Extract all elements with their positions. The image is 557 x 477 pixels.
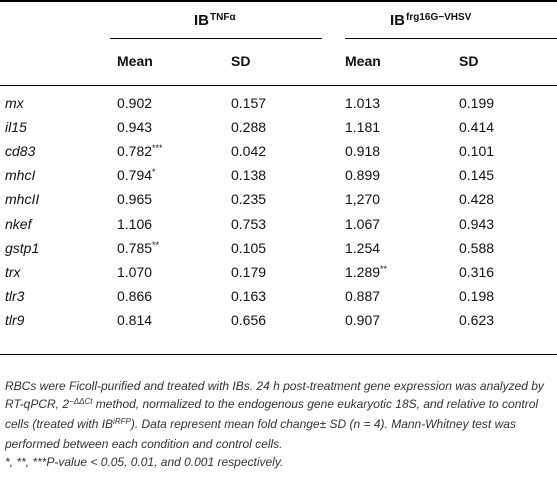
significance-marker: *: [152, 167, 156, 177]
tnf-mean-cell: 0.866: [117, 288, 153, 304]
group-header-tnf: IBTNFα: [194, 12, 236, 29]
col-header-tnf-sd: SD: [231, 53, 251, 69]
footnote-significance: *, **, ***P-value < 0.05, 0.01, and 0.00…: [5, 455, 284, 469]
tnf-sd-cell: 0.288: [231, 119, 267, 135]
gene-name: nkef: [5, 216, 32, 232]
vhsv-mean-cell: 1.067: [345, 216, 381, 232]
vhsv-sd-cell: 0.943: [459, 216, 495, 232]
table-footnote: RBCs were Ficoll-purified and treated wi…: [5, 377, 553, 471]
significance-marker: ***: [152, 143, 163, 153]
vhsv-mean-cell: 1.013: [345, 95, 381, 111]
gene-name: cd83: [5, 143, 36, 159]
col-header-vhsv-mean: Mean: [345, 53, 381, 69]
group-rule-tnf: [110, 38, 322, 39]
vhsv-sd-cell: 0.414: [459, 119, 495, 135]
significance-marker: **: [152, 240, 160, 250]
vhsv-mean-cell: 1.254: [345, 240, 381, 256]
gene-name: mx: [5, 95, 24, 111]
col-header-tnf-mean: Mean: [117, 53, 153, 69]
vhsv-sd-cell: 0.145: [459, 167, 495, 183]
vhsv-mean-cell: 0.887: [345, 288, 381, 304]
gene-name: gstp1: [5, 240, 40, 256]
gene-name: mhcII: [5, 191, 40, 207]
tnf-sd-cell: 0.656: [231, 312, 267, 328]
tnf-mean-cell: 1.106: [117, 216, 153, 232]
significance-marker: **: [380, 264, 388, 274]
vhsv-mean-cell: 1.181: [345, 119, 381, 135]
vhsv-sd-cell: 0.198: [459, 288, 495, 304]
vhsv-mean-cell: 0.918: [345, 143, 381, 159]
tnf-sd-cell: 0.105: [231, 240, 267, 256]
group-rule-vhsv: [345, 38, 557, 39]
tnf-sd-cell: 0.138: [231, 167, 267, 183]
tnf-sd-cell: 0.235: [231, 191, 267, 207]
vhsv-sd-cell: 0.101: [459, 143, 495, 159]
footnote-sup-irfp: iRFP: [113, 417, 131, 426]
tnf-mean-cell: 1.070: [117, 264, 153, 280]
footnote-sup-ddct: −ΔΔCt: [69, 397, 93, 406]
group-header-vhsv: IBfrg16G−VHSV: [390, 12, 472, 29]
gene-name: tlr3: [5, 288, 25, 304]
tnf-mean-cell: 0.902: [117, 95, 153, 111]
header-rule: [0, 85, 557, 86]
tnf-sd-cell: 0.042: [231, 143, 267, 159]
bottom-rule: [0, 354, 557, 355]
vhsv-sd-cell: 0.316: [459, 264, 495, 280]
vhsv-sd-cell: 0.588: [459, 240, 495, 256]
gene-name: mhcI: [5, 167, 36, 183]
tnf-sd-cell: 0.179: [231, 264, 267, 280]
vhsv-sd-cell: 0.199: [459, 95, 495, 111]
vhsv-mean-cell: 1.289**: [345, 264, 388, 280]
vhsv-mean-cell: 0.899: [345, 167, 381, 183]
tnf-mean-cell: 0.965: [117, 191, 153, 207]
tnf-mean-cell: 0.782***: [117, 143, 163, 159]
tnf-mean-cell: 0.814: [117, 312, 153, 328]
top-rule: [0, 0, 557, 2]
footnote-text-1: RBCs were Ficoll-purified and treated wi…: [5, 379, 544, 411]
footnote-text-3: ). Data represent mean fold change± SD (…: [5, 417, 516, 451]
tnf-sd-cell: 0.753: [231, 216, 267, 232]
vhsv-mean-cell: 0.907: [345, 312, 381, 328]
tnf-mean-cell: 0.794*: [117, 167, 156, 183]
gene-name: trx: [5, 264, 21, 280]
vhsv-sd-cell: 0.428: [459, 191, 495, 207]
gene-name: il15: [5, 119, 27, 135]
col-header-vhsv-sd: SD: [459, 53, 479, 69]
vhsv-mean-cell: 1,270: [345, 191, 381, 207]
tnf-mean-cell: 0.785**: [117, 240, 160, 256]
vhsv-sd-cell: 0.623: [459, 312, 495, 328]
tnf-sd-cell: 0.157: [231, 95, 267, 111]
gene-name: tlr9: [5, 312, 25, 328]
tnf-sd-cell: 0.163: [231, 288, 267, 304]
tnf-mean-cell: 0.943: [117, 119, 153, 135]
footnote-text-2: method, normalized to the endogenous gen…: [5, 397, 539, 431]
